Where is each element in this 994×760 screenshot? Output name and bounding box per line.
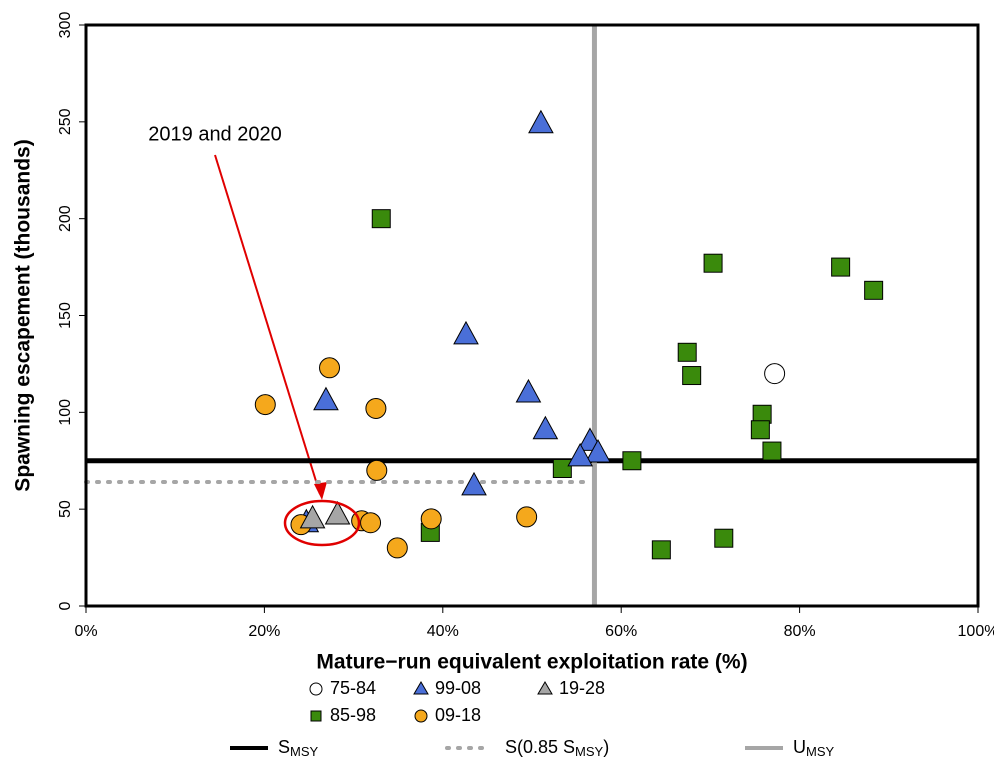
point bbox=[366, 459, 388, 481]
point bbox=[461, 471, 487, 496]
point bbox=[864, 280, 884, 300]
legend-label: 09-18 bbox=[435, 705, 481, 725]
y-tick-label: 300 bbox=[57, 12, 74, 39]
legend-item: 85-98 bbox=[310, 705, 376, 725]
point bbox=[324, 500, 351, 525]
annotation: 2019 and 2020 bbox=[148, 123, 281, 145]
y-tick-label: 200 bbox=[57, 205, 74, 232]
arrow-head bbox=[314, 482, 327, 500]
legend-item: 75-84 bbox=[309, 678, 376, 698]
point bbox=[682, 366, 702, 386]
point bbox=[831, 257, 851, 277]
point bbox=[703, 253, 723, 273]
legend-marker bbox=[413, 681, 429, 695]
point bbox=[371, 209, 391, 229]
point bbox=[299, 504, 326, 529]
y-tick-label: 150 bbox=[57, 302, 74, 329]
y-tick-label: 100 bbox=[57, 399, 74, 426]
legend-label-part: S(0.85 S bbox=[505, 737, 575, 757]
highlight-ellipse bbox=[283, 499, 361, 547]
y-tick-label: 0 bbox=[57, 601, 74, 610]
legend-label: UMSY bbox=[793, 737, 835, 760]
legend-label-part: MSY bbox=[575, 744, 604, 759]
y-axis-title: Spawning escapement (thousands) bbox=[12, 139, 35, 491]
legend-label: 75-84 bbox=[330, 678, 376, 698]
point bbox=[515, 378, 542, 403]
point bbox=[313, 386, 339, 411]
point bbox=[360, 512, 382, 534]
legend-label-part: ) bbox=[603, 737, 609, 757]
legend-item: 99-08 bbox=[413, 678, 481, 698]
annotation-arrow bbox=[214, 154, 321, 495]
point bbox=[750, 420, 770, 440]
legend-label: S(0.85 SMSY) bbox=[505, 737, 609, 760]
legend-marker bbox=[537, 681, 553, 695]
point bbox=[365, 397, 387, 419]
legend-label: 19-28 bbox=[559, 678, 605, 698]
x-tick-label: 60% bbox=[605, 623, 637, 640]
x-axis-title: Mature−run equivalent exploitation rate … bbox=[316, 651, 747, 674]
y-tick-label: 50 bbox=[57, 500, 74, 518]
point bbox=[651, 540, 671, 560]
point bbox=[764, 363, 786, 385]
legend-label-part: U bbox=[793, 737, 806, 757]
legend-label-part: S bbox=[278, 737, 290, 757]
x-tick-label: 80% bbox=[784, 623, 816, 640]
legend-marker bbox=[310, 710, 322, 722]
x-tick-label: 20% bbox=[248, 623, 280, 640]
point bbox=[567, 442, 594, 467]
point bbox=[516, 506, 538, 528]
point bbox=[420, 508, 442, 530]
point bbox=[677, 342, 697, 362]
point bbox=[319, 357, 341, 379]
point bbox=[254, 394, 276, 416]
legend-marker bbox=[414, 709, 428, 723]
legend-item: 09-18 bbox=[414, 705, 481, 725]
point bbox=[453, 320, 479, 345]
legend-item: 19-28 bbox=[537, 678, 605, 698]
legend-label: SMSY bbox=[278, 737, 319, 760]
point bbox=[714, 528, 734, 548]
point bbox=[585, 438, 611, 463]
point bbox=[762, 441, 782, 461]
legend-label-part: MSY bbox=[806, 744, 835, 759]
point bbox=[552, 458, 572, 478]
x-tick-label: 100% bbox=[958, 623, 994, 640]
legend-label: 99-08 bbox=[435, 678, 481, 698]
legend-marker bbox=[309, 682, 323, 696]
x-tick-label: 0% bbox=[74, 623, 97, 640]
plot-frame bbox=[84, 23, 980, 608]
point bbox=[532, 415, 559, 440]
x-tick-label: 40% bbox=[427, 623, 459, 640]
legend-label: 85-98 bbox=[330, 705, 376, 725]
point bbox=[386, 537, 408, 559]
point bbox=[622, 451, 642, 471]
y-tick-label: 250 bbox=[57, 108, 74, 135]
point bbox=[528, 109, 554, 134]
legend-label-part: MSY bbox=[290, 744, 319, 759]
